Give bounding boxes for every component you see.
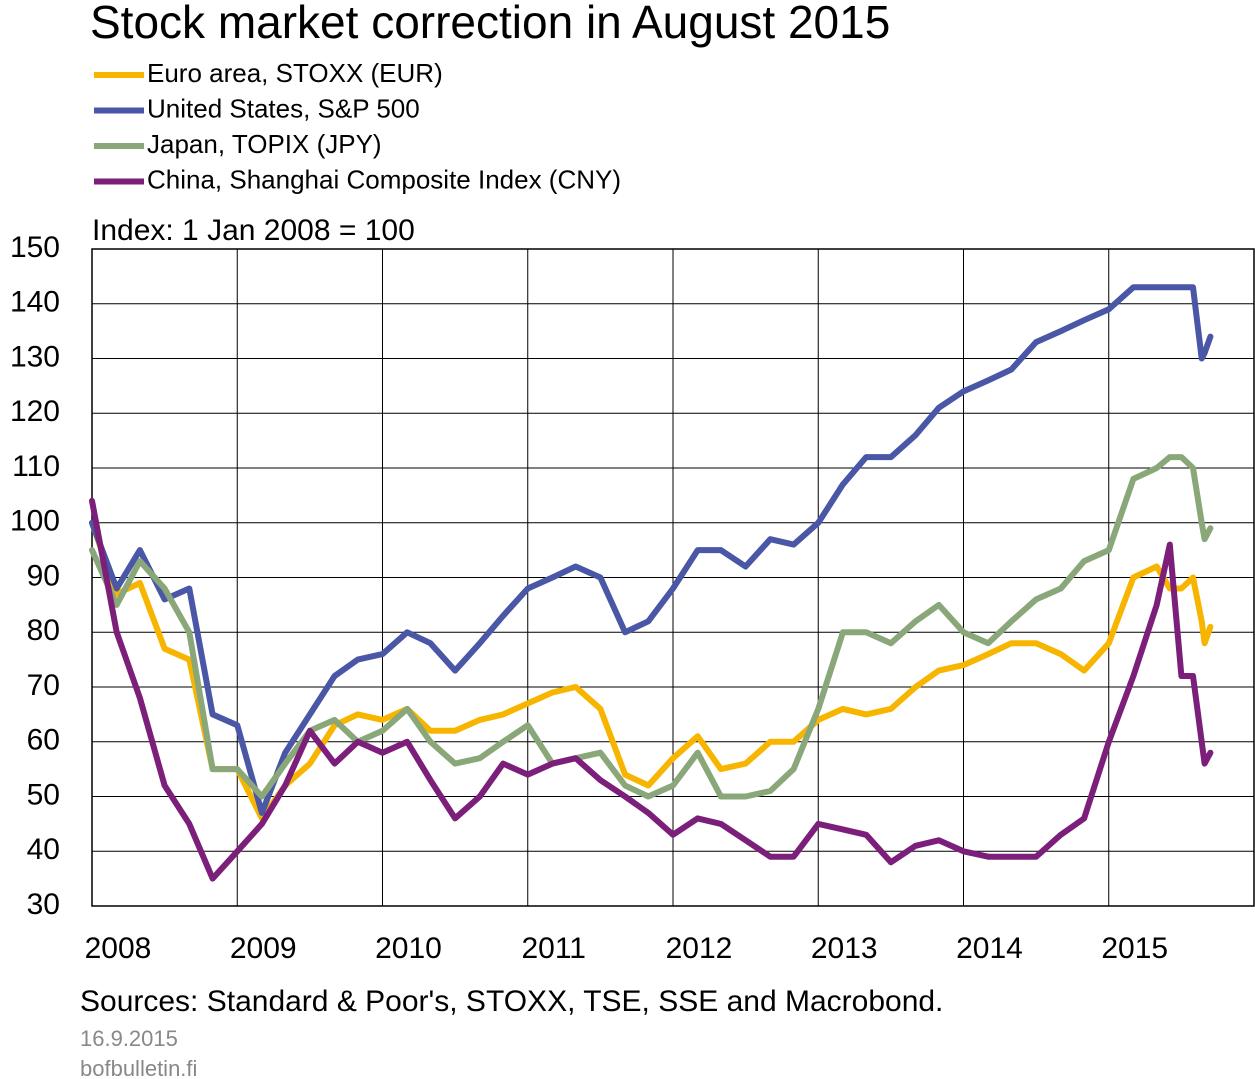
y-tick-label: 110 [12, 450, 60, 483]
y-tick-label: 90 [27, 559, 60, 592]
series-line [89, 519, 1214, 822]
legend-label: China, Shanghai Composite Index (CNY) [147, 164, 621, 194]
y-tick-label: 100 [10, 505, 60, 538]
chart-title: Stock market correction in August 2015 [90, 0, 890, 48]
x-tick-label: 2014 [956, 932, 1023, 965]
y-axis-label: Index: 1 Jan 2008 = 100 [92, 214, 415, 247]
y-tick-label: 150 [10, 231, 60, 264]
y-tick-label: 60 [27, 724, 60, 757]
y-tick-label: 40 [27, 833, 60, 866]
source: Sources: Standard & Poor's, STOXX, TSE, … [80, 985, 943, 1018]
x-tick-label: 2013 [811, 932, 878, 965]
x-tick-label: 2011 [521, 932, 586, 965]
plot-frame [91, 248, 1255, 907]
y-tick-label: 80 [27, 614, 60, 647]
y-tick-label: 120 [10, 395, 60, 428]
y-tick-label: 70 [27, 669, 60, 702]
series-line [89, 284, 1214, 816]
y-tick-label: 140 [10, 286, 60, 319]
date: 16.9.2015 [80, 1026, 178, 1051]
x-tick-label: 2010 [375, 932, 442, 965]
x-tick-label: 2008 [85, 932, 152, 965]
series-line [89, 497, 1214, 882]
series-line [89, 454, 1214, 800]
y-tick-label: 130 [10, 340, 60, 373]
y-tick-label: 30 [27, 888, 60, 921]
y-tick-label: 50 [27, 778, 60, 811]
x-tick-label: 2009 [230, 932, 297, 965]
x-tick-label: 2015 [1101, 932, 1168, 965]
legend-label: Japan, TOPIX (JPY) [147, 129, 382, 159]
site: bofbulletin.fi [80, 1056, 197, 1079]
legend-label: United States, S&P 500 [147, 93, 420, 123]
legend-label: Euro area, STOXX (EUR) [147, 58, 443, 88]
x-tick-label: 2012 [666, 932, 733, 965]
